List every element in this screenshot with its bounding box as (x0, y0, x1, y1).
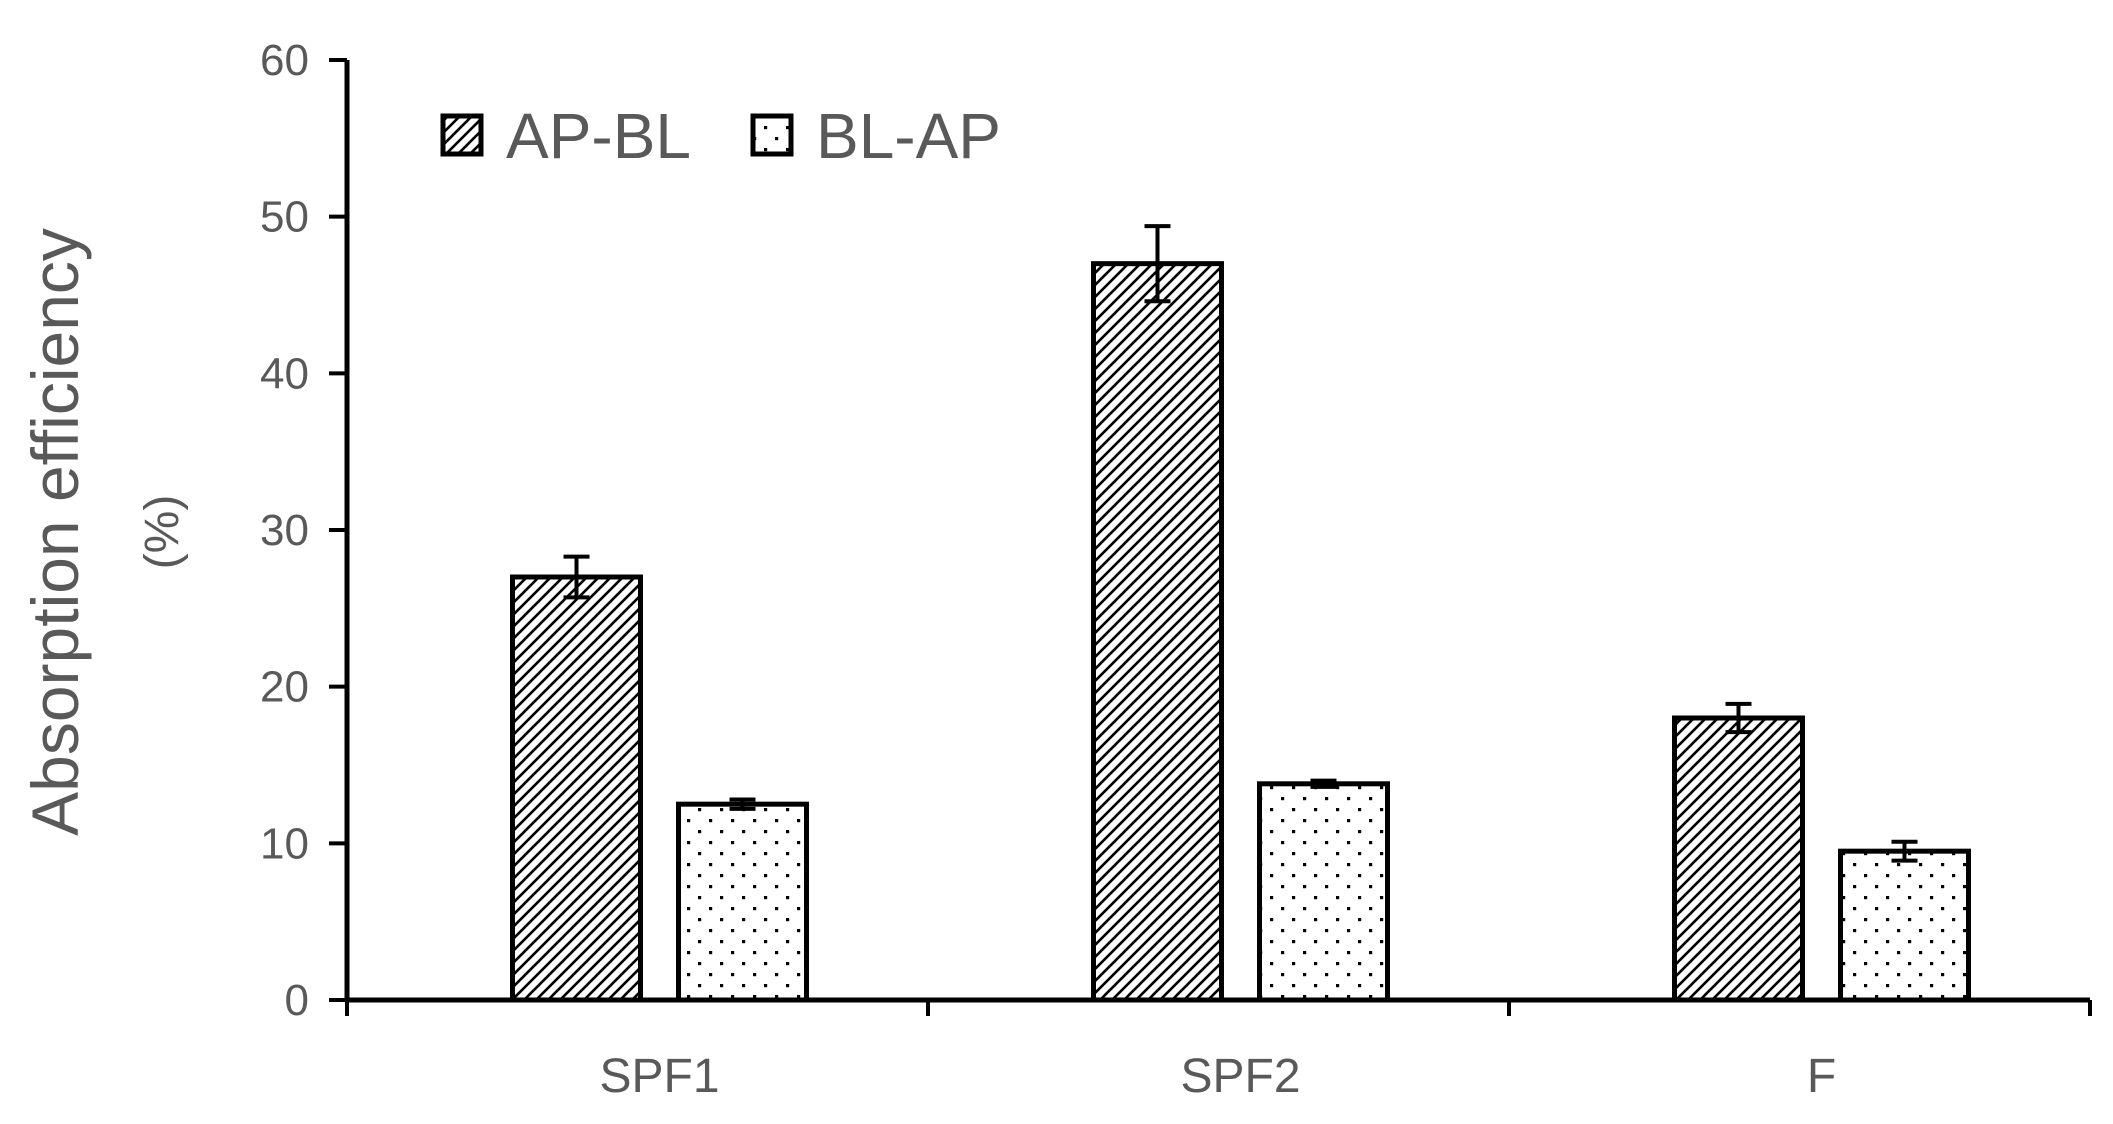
legend: AP-BL BL-AP (440, 100, 1001, 172)
bars-layer (510, 261, 1971, 1003)
bar-bl-ap-f (1838, 848, 1971, 1003)
y-tick-label: 40 (260, 349, 309, 398)
x-axis-ticks: SPF1 SPF2 F (345, 1000, 2092, 1103)
y-tick-label: 60 (260, 36, 309, 85)
x-category-label: SPF2 (1180, 1050, 1300, 1103)
legend-swatch-ap-bl (440, 113, 484, 157)
bar-ap-bl-spf1 (510, 574, 643, 1003)
bar-bl-ap-spf1 (676, 801, 809, 1003)
y-tick-label: 50 (260, 193, 309, 242)
y-axis-title-text: Absorption efficiency (18, 228, 92, 836)
y-axis-title: Absorption efficiency (18, 228, 92, 836)
x-category-label: F (1807, 1050, 1836, 1103)
legend-label-ap-bl: AP-BL (506, 100, 691, 172)
y-tick-label: 0 (285, 976, 309, 1025)
error-bars-layer (563, 224, 1918, 863)
legend-swatch-bl-ap (750, 113, 794, 157)
y-axis-ticks: 0 10 20 30 40 50 60 (260, 36, 347, 1025)
y-axis-unit: (%) (136, 495, 189, 570)
y-axis-unit-text: (%) (136, 495, 189, 570)
x-category-label: SPF1 (599, 1050, 719, 1103)
y-tick-label: 20 (260, 663, 309, 712)
bar-ap-bl-spf2 (1091, 261, 1224, 1003)
y-tick-label: 10 (260, 819, 309, 868)
bar-bl-ap-spf2 (1257, 781, 1390, 1003)
bar-ap-bl-f (1672, 715, 1805, 1003)
y-tick-label: 30 (260, 506, 309, 555)
legend-label-bl-ap: BL-AP (816, 100, 1001, 172)
